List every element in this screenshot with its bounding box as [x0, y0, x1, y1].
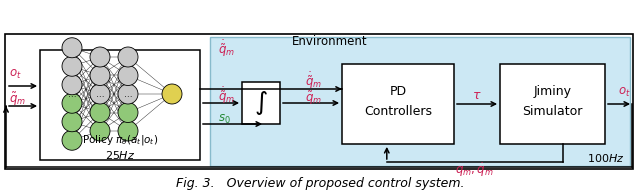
Bar: [210, 37, 630, 166]
Circle shape: [62, 112, 82, 132]
Circle shape: [90, 47, 110, 67]
Text: $o_t$: $o_t$: [618, 85, 631, 99]
Text: $\dot{\tilde{q}}_m$: $\dot{\tilde{q}}_m$: [218, 86, 235, 106]
Circle shape: [162, 84, 182, 104]
Circle shape: [118, 84, 138, 104]
Circle shape: [62, 56, 82, 76]
Circle shape: [118, 66, 138, 86]
Circle shape: [118, 47, 138, 67]
Circle shape: [62, 93, 82, 113]
Text: Jiminy: Jiminy: [534, 86, 572, 99]
Text: ...: ...: [96, 90, 104, 100]
Circle shape: [62, 38, 82, 58]
Text: $o_t$: $o_t$: [9, 68, 22, 81]
Circle shape: [62, 130, 82, 150]
Text: $25Hz$: $25Hz$: [105, 149, 135, 161]
Circle shape: [90, 121, 110, 141]
Bar: [5, 34, 633, 169]
Bar: [500, 64, 605, 144]
Bar: [242, 82, 280, 124]
Text: $\tilde{q}_m$: $\tilde{q}_m$: [9, 90, 26, 108]
Text: Fig. 3.   Overview of proposed control system.: Fig. 3. Overview of proposed control sys…: [176, 178, 464, 191]
Text: ...: ...: [68, 90, 76, 100]
Bar: [40, 50, 200, 160]
Circle shape: [90, 84, 110, 104]
Circle shape: [62, 75, 82, 95]
Circle shape: [90, 66, 110, 86]
Bar: [342, 64, 454, 144]
Text: Environment: Environment: [292, 36, 368, 48]
Text: $q_m, \dot{q}_m$: $q_m, \dot{q}_m$: [456, 161, 494, 179]
Circle shape: [118, 102, 138, 122]
Text: $\tau$: $\tau$: [472, 89, 482, 102]
Text: $\dot{\tilde{q}}_m$: $\dot{\tilde{q}}_m$: [305, 71, 322, 91]
Text: $100Hz$: $100Hz$: [588, 152, 625, 164]
Text: $\tilde{q}_m$: $\tilde{q}_m$: [305, 89, 322, 107]
Text: $s_0$: $s_0$: [218, 113, 231, 126]
Text: ...: ...: [124, 90, 132, 100]
Circle shape: [90, 102, 110, 122]
Text: Simulator: Simulator: [522, 106, 582, 119]
Text: $\int$: $\int$: [254, 89, 268, 117]
Text: $\dot{\tilde{q}}_m$: $\dot{\tilde{q}}_m$: [218, 39, 235, 59]
Text: Controllers: Controllers: [364, 106, 432, 119]
Text: PD: PD: [389, 86, 406, 99]
Circle shape: [118, 121, 138, 141]
Text: Policy $\pi_\theta(a_t|o_t)$: Policy $\pi_\theta(a_t|o_t)$: [82, 133, 158, 147]
